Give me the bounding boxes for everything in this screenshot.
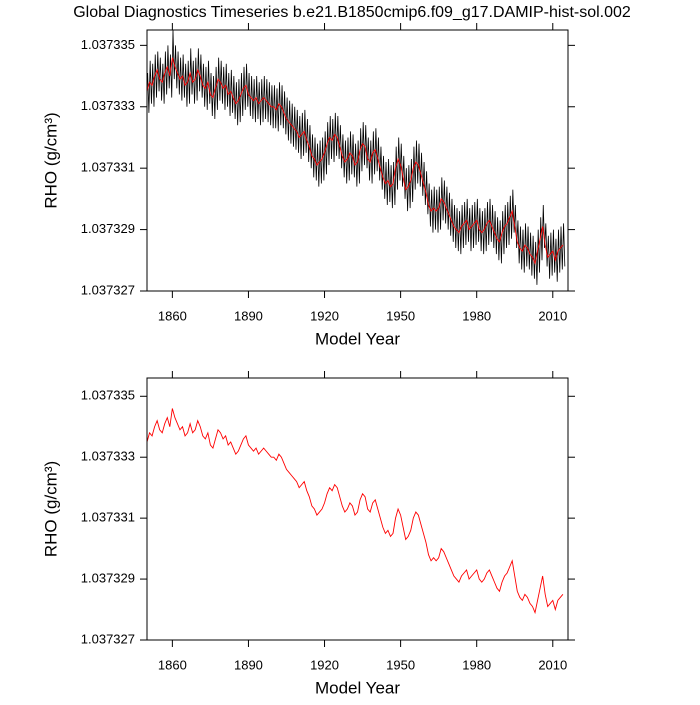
x-tick-label: 1950	[386, 308, 415, 323]
series-line	[147, 408, 564, 615]
y-tick-label: 1.037335	[81, 37, 135, 52]
x-axis-label: Model Year	[315, 678, 400, 697]
x-tick-label: 1980	[462, 657, 491, 672]
x-axis-label: Model Year	[315, 329, 400, 348]
y-tick-label: 1.037331	[81, 160, 135, 175]
y-tick-label: 1.037327	[81, 282, 135, 297]
plot-frame	[146, 29, 569, 292]
series-line	[147, 57, 564, 265]
x-tick-label: 1980	[462, 308, 491, 323]
y-tick-label: 1.037327	[81, 631, 135, 646]
plot-area	[147, 408, 564, 615]
x-tick-label: 2010	[538, 657, 567, 672]
x-tick-label: 2010	[538, 308, 567, 323]
y-tick-label: 1.037333	[81, 449, 135, 464]
chart-title: Global Diagnostics Timeseries b.e21.B185…	[73, 4, 631, 21]
plot-frame	[146, 377, 569, 641]
y-tick-label: 1.037329	[81, 221, 135, 236]
panel: 1.037327 1.037329 1.037331 1.037333 1.037335…	[41, 371, 575, 697]
x-tick-label: 1920	[310, 308, 339, 323]
y-axis-label: RHO (g/cm³)	[41, 112, 60, 208]
x-tick-label: 1890	[234, 657, 263, 672]
x-tick-label: 1950	[386, 657, 415, 672]
plot-area	[147, 30, 566, 285]
y-tick-label: 1.037331	[81, 510, 135, 525]
panel: 1.037327 1.037329 1.037331 1.037333 1.037335…	[41, 23, 575, 348]
x-tick-label: 1890	[234, 308, 263, 323]
y-tick-label: 1.037333	[81, 98, 135, 113]
x-tick-label: 1920	[310, 657, 339, 672]
x-tick-label: 1860	[158, 657, 187, 672]
y-tick-label: 1.037335	[81, 388, 135, 403]
series-range-line	[147, 30, 566, 285]
y-axis-label: RHO (g/cm³)	[41, 461, 60, 557]
x-tick-label: 1860	[158, 308, 187, 323]
y-tick-label: 1.037329	[81, 571, 135, 586]
